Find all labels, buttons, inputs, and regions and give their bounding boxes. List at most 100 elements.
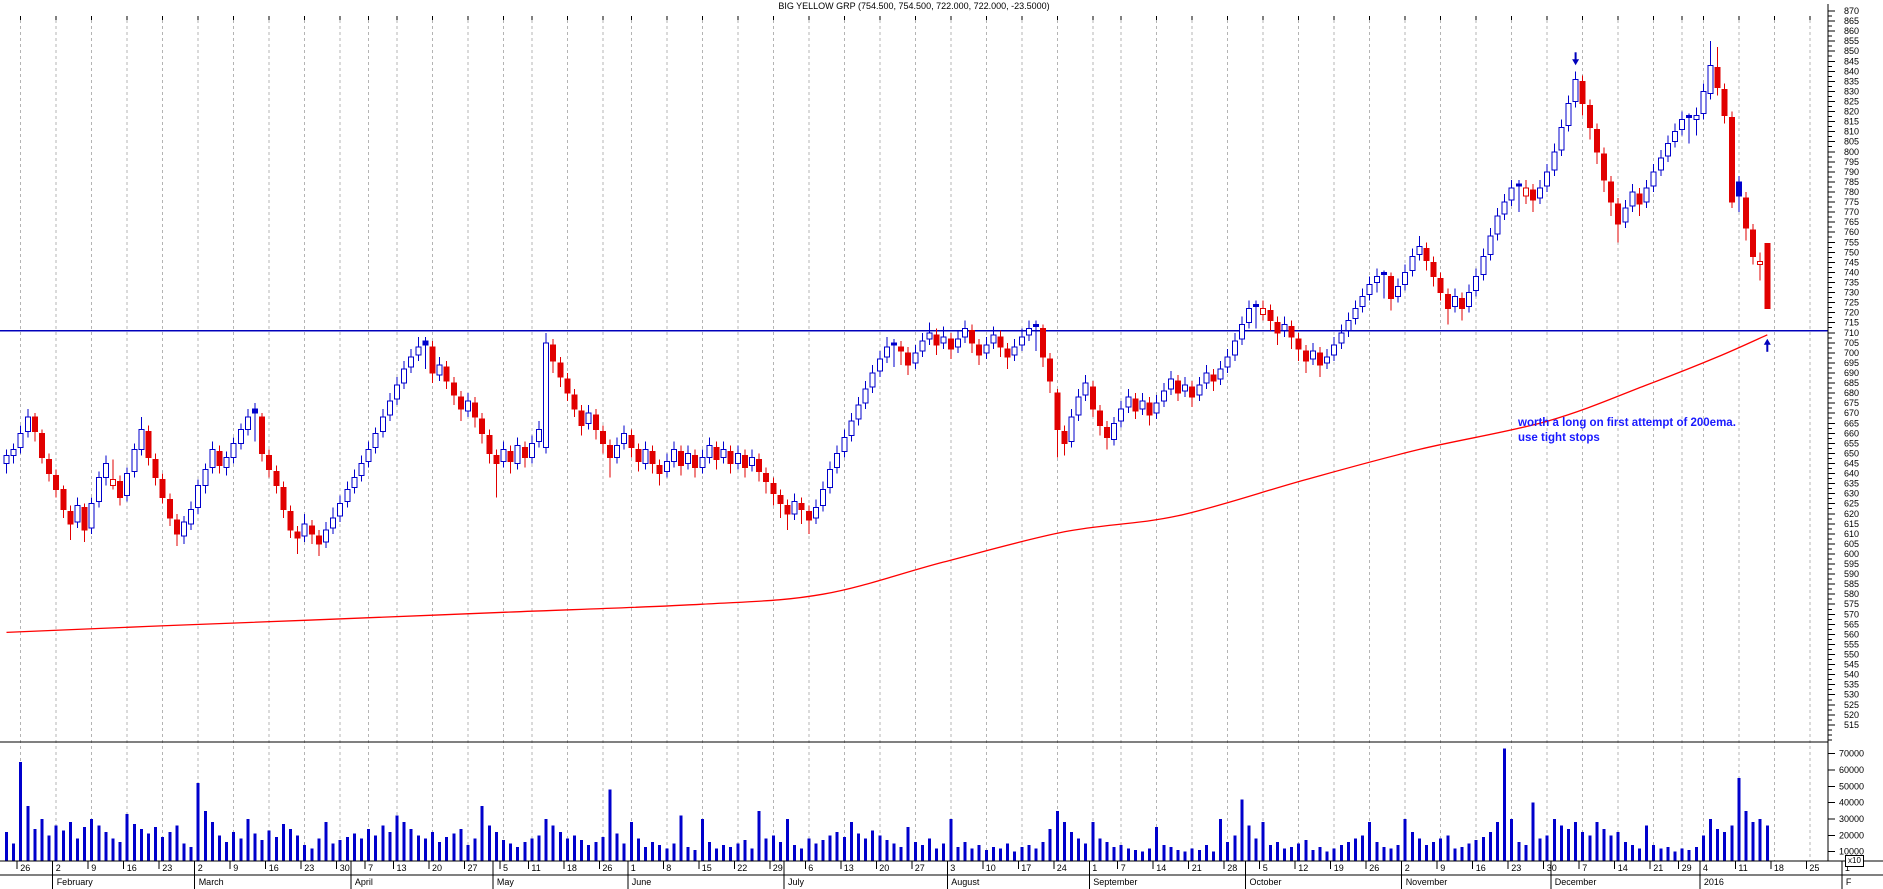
- candle-bar: [3, 449, 10, 474]
- volume-bar: [509, 843, 513, 861]
- candle-bar: [67, 505, 74, 540]
- candle-bar: [17, 425, 24, 454]
- candle-bar: [1345, 312, 1352, 337]
- volume-bar: [551, 825, 555, 861]
- candle-bar: [110, 459, 116, 490]
- price-tick-label: 710: [1844, 328, 1859, 338]
- candle-bar: [1402, 264, 1409, 291]
- candle-bar: [372, 427, 379, 454]
- candle-bar: [954, 330, 961, 353]
- volume-bar: [1460, 846, 1464, 861]
- volume-bar: [338, 840, 342, 861]
- price-tick-label: 795: [1844, 157, 1859, 167]
- volume-bar: [1496, 822, 1499, 861]
- volume-bar: [47, 835, 51, 861]
- price-tick-label: 735: [1844, 277, 1859, 287]
- candle-bar: [720, 441, 727, 464]
- volume-bar: [1716, 828, 1720, 861]
- price-tick-label: 755: [1844, 237, 1859, 247]
- candle-bar: [990, 326, 997, 349]
- volume-bar: [523, 841, 527, 861]
- volume-bar: [807, 838, 811, 861]
- volume-bar: [1247, 825, 1251, 861]
- candle-bar: [394, 377, 400, 406]
- volume-bar: [395, 815, 399, 861]
- price-tick-label: 805: [1844, 137, 1859, 147]
- candle-bar: [379, 409, 386, 438]
- candle-bar: [1075, 389, 1082, 422]
- candle-bar: [1096, 405, 1103, 436]
- volume-bar: [12, 843, 16, 861]
- price-tick-label: 700: [1844, 348, 1859, 358]
- candle-bar: [1146, 397, 1153, 426]
- candle-bar: [415, 336, 422, 361]
- volume-bar: [1162, 845, 1166, 861]
- candle-bar: [1175, 374, 1181, 402]
- trade-note-line1: worth a long on first attempt of 200ema.: [1518, 417, 1736, 429]
- candle-bar: [1728, 111, 1735, 209]
- week-tick-label: 27: [468, 863, 478, 873]
- volume-bar: [1048, 828, 1052, 861]
- candle-bar: [1118, 401, 1125, 428]
- candle-bar: [365, 441, 372, 468]
- candle-bar: [543, 332, 550, 454]
- volume-bar: [296, 835, 300, 861]
- volume-bar: [1027, 845, 1031, 861]
- candle-bar: [273, 465, 280, 494]
- volume-bar: [601, 836, 605, 861]
- candle-bar: [1281, 316, 1288, 337]
- candle-bar: [571, 389, 578, 418]
- volume-bar: [1233, 835, 1237, 861]
- price-tick-label: 845: [1844, 56, 1859, 66]
- volume-bar: [452, 833, 456, 861]
- volume-bar: [1006, 843, 1010, 861]
- volume-bar: [431, 832, 434, 861]
- volume-bar: [1176, 850, 1180, 861]
- price-tick-label: 565: [1844, 619, 1859, 629]
- candle-bar: [223, 451, 230, 476]
- volume-bar: [182, 843, 186, 861]
- week-tick-label: 14: [1156, 863, 1166, 873]
- volume-bar: [899, 846, 903, 861]
- candle-bar: [983, 336, 990, 359]
- ema-path: [6, 334, 1768, 634]
- candle-bar: [1359, 288, 1366, 313]
- week-tick-label: 13: [397, 863, 407, 873]
- candle-bar: [770, 477, 777, 506]
- week-tick-label: 29: [1682, 863, 1692, 873]
- candle-bar: [1757, 252, 1764, 281]
- volume-bar: [1396, 845, 1400, 861]
- candle-bar: [1409, 248, 1416, 277]
- week-tick-label: 20: [879, 863, 889, 873]
- volume-bar: [857, 833, 860, 861]
- price-tick-label: 825: [1844, 96, 1859, 106]
- candle-bar: [1416, 236, 1423, 261]
- candle-bar: [997, 330, 1004, 357]
- volume-bar: [1687, 850, 1691, 861]
- candle-bar: [678, 445, 684, 476]
- volume-bar: [913, 841, 917, 861]
- candle-bar: [926, 322, 933, 345]
- price-tick-label: 855: [1844, 36, 1859, 46]
- price-tick-label: 645: [1844, 458, 1859, 468]
- volume-bar: [693, 850, 697, 861]
- candle-bar: [1537, 179, 1544, 205]
- candle-bar: [820, 481, 826, 512]
- candle-bar: [933, 328, 940, 355]
- candle-bar: [1743, 191, 1749, 241]
- week-tick-label: 2: [1405, 863, 1410, 873]
- candlestick-series: [3, 41, 1771, 556]
- week-tick-label: 30: [1547, 863, 1557, 873]
- volume-bar: [459, 828, 463, 861]
- volume-bar: [1545, 835, 1549, 861]
- candle-bar: [1061, 425, 1068, 456]
- volume-bar: [1744, 810, 1748, 861]
- candle-bar: [791, 493, 798, 520]
- candle-bar: [969, 324, 976, 353]
- price-tick-label: 535: [1844, 680, 1859, 690]
- volume-bar: [651, 841, 655, 861]
- volume-bar: [203, 810, 207, 861]
- candle-bar: [1693, 107, 1700, 136]
- candle-bar: [741, 449, 748, 478]
